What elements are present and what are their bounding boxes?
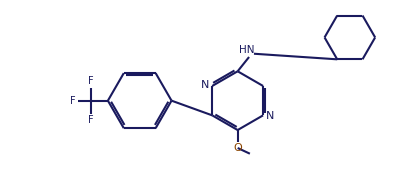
Text: F: F [88,115,93,125]
Text: N: N [200,80,209,90]
Text: F: F [70,96,76,106]
Text: F: F [88,76,93,86]
Text: HN: HN [239,45,254,55]
Text: N: N [266,111,274,121]
Text: O: O [233,143,241,153]
